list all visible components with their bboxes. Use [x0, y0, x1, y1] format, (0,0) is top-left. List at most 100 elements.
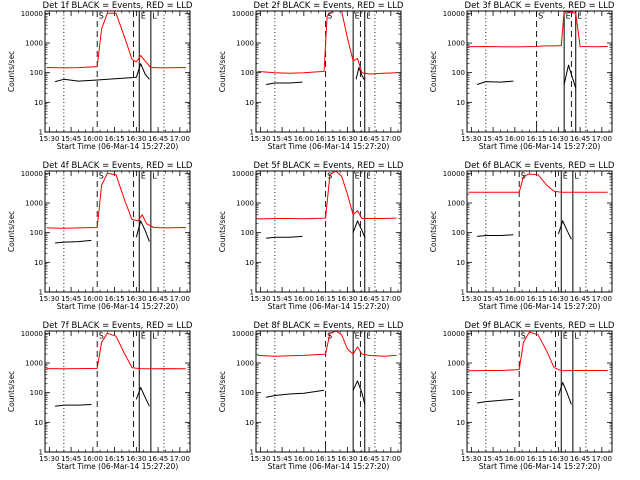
x-tick-label: 17:00	[592, 135, 612, 143]
y-tick-label: 1000	[25, 40, 43, 48]
y-tick-label: 10000	[21, 330, 43, 338]
chart-title: Det 7f BLACK = Events, RED = LLD	[43, 321, 193, 331]
y-tick-label: 1	[250, 129, 254, 137]
x-tick-label: 17:00	[381, 455, 401, 463]
chart-panel-6: Det 6f BLACK = Events, RED = LLD Counts/s…	[429, 161, 615, 311]
x-tick-label: 15:30	[250, 135, 270, 143]
x-tick-label: 16:15	[316, 455, 336, 463]
x-axis-label: Start Time (06-Mar-14 15:27:20)	[268, 462, 390, 471]
x-tick-label: 16:30	[548, 455, 568, 463]
y-tick-label: 10000	[443, 10, 465, 18]
x-tick-label: 16:15	[527, 295, 547, 303]
plot-frame	[466, 330, 613, 453]
marker-label-L: L	[366, 332, 371, 341]
x-tick-label: 15:45	[272, 455, 292, 463]
x-axis-label: Start Time (06-Mar-14 15:27:20)	[57, 302, 179, 311]
x-tick-label: 17:00	[592, 295, 612, 303]
y-tick-label: 10	[34, 259, 43, 267]
y-tick-label: 1000	[447, 360, 465, 368]
chart-panel-5: Det 5f BLACK = Events, RED = LLD Counts/s…	[218, 161, 404, 311]
events-series-line	[266, 81, 303, 85]
marker-label-S: S	[99, 332, 104, 341]
y-tick-label: 100	[241, 69, 254, 77]
y-tick-label: 10	[456, 259, 465, 267]
lld-series-line	[257, 170, 397, 220]
plot-frame	[255, 170, 402, 293]
plot-frame	[255, 10, 402, 133]
events-series-line	[55, 404, 92, 407]
x-tick-label: 17:00	[170, 135, 190, 143]
y-axis-label: Counts/sec	[429, 51, 438, 92]
x-tick-label: 16:30	[126, 135, 146, 143]
events-series-line	[352, 380, 366, 405]
plot-frame	[466, 10, 613, 133]
x-axis-label: Start Time (06-Mar-14 15:27:20)	[268, 142, 390, 151]
y-tick-label: 100	[241, 229, 254, 237]
y-tick-label: 100	[452, 69, 465, 77]
events-series-line	[135, 220, 150, 242]
x-axis-label: Start Time (06-Mar-14 15:27:20)	[57, 462, 179, 471]
x-tick-label: 15:45	[483, 455, 503, 463]
chart-title: Det 4f BLACK = Events, RED = LLD	[43, 161, 193, 171]
x-tick-label: 15:30	[250, 295, 270, 303]
x-tick-label: 16:45	[148, 135, 168, 143]
x-tick-label: 16:00	[83, 295, 103, 303]
x-tick-label: 16:45	[148, 295, 168, 303]
events-series-line	[477, 398, 514, 404]
marker-label-S: S	[327, 172, 332, 181]
lld-series-line	[46, 172, 186, 229]
events-series-line	[266, 235, 303, 239]
x-tick-label: 15:45	[272, 135, 292, 143]
chart-panel-7: Det 7f BLACK = Events, RED = LLD Counts/s…	[7, 321, 193, 471]
chart-title: Det 1f BLACK = Events, RED = LLD	[43, 1, 193, 11]
events-series-line	[477, 234, 514, 237]
y-tick-label: 10000	[21, 10, 43, 18]
marker-label-S: S	[327, 332, 332, 341]
y-tick-label: 10000	[443, 170, 465, 178]
x-tick-label: 16:30	[548, 135, 568, 143]
y-tick-label: 1000	[447, 200, 465, 208]
plot-frame	[44, 10, 191, 133]
chart-title: Det 6f BLACK = Events, RED = LLD	[465, 161, 615, 171]
x-tick-label: 16:15	[105, 135, 125, 143]
x-tick-label: 16:45	[359, 455, 379, 463]
x-tick-label: 16:15	[527, 455, 547, 463]
events-series-line	[563, 64, 577, 89]
y-tick-label: 1	[461, 449, 465, 457]
chart-panel-4: Det 4f BLACK = Events, RED = LLD Counts/s…	[7, 161, 193, 311]
events-series-line	[55, 239, 92, 244]
x-tick-label: 15:30	[461, 135, 481, 143]
marker-label-E: E	[355, 332, 360, 341]
events-series-line	[135, 387, 150, 407]
x-tick-label: 16:45	[359, 135, 379, 143]
y-axis-label: Counts/sec	[218, 211, 227, 252]
x-tick-label: 16:30	[126, 295, 146, 303]
x-axis-label: Start Time (06-Mar-14 15:27:20)	[57, 142, 179, 151]
y-tick-label: 1	[39, 289, 43, 297]
y-tick-label: 100	[452, 389, 465, 397]
chart-title: Det 8f BLACK = Events, RED = LLD	[254, 321, 404, 331]
x-tick-label: 16:15	[527, 135, 547, 143]
x-tick-label: 17:00	[170, 295, 190, 303]
y-tick-label: 10	[245, 99, 254, 107]
marker-label-L: L	[152, 332, 157, 341]
x-tick-label: 16:00	[294, 455, 314, 463]
y-tick-label: 1000	[236, 200, 254, 208]
y-tick-label: 10	[34, 419, 43, 427]
x-axis-label: Start Time (06-Mar-14 15:27:20)	[479, 462, 601, 471]
chart-panel-1: Det 1f BLACK = Events, RED = LLD Counts/s…	[7, 1, 193, 151]
x-tick-label: 16:45	[570, 135, 590, 143]
x-tick-label: 15:30	[39, 135, 59, 143]
x-tick-label: 16:15	[316, 135, 336, 143]
events-series-line	[557, 220, 572, 240]
lld-series-line	[257, 330, 397, 357]
chart-panel-8: Det 8f BLACK = Events, RED = LLD Counts/s…	[218, 321, 404, 471]
x-tick-label: 17:00	[381, 295, 401, 303]
y-tick-label: 10	[34, 99, 43, 107]
y-tick-label: 10000	[21, 170, 43, 178]
x-tick-label: 15:45	[61, 135, 81, 143]
marker-label-S: S	[99, 172, 104, 181]
marker-label-E: E	[355, 172, 360, 181]
lld-series-line	[468, 10, 608, 48]
x-tick-label: 15:45	[483, 295, 503, 303]
